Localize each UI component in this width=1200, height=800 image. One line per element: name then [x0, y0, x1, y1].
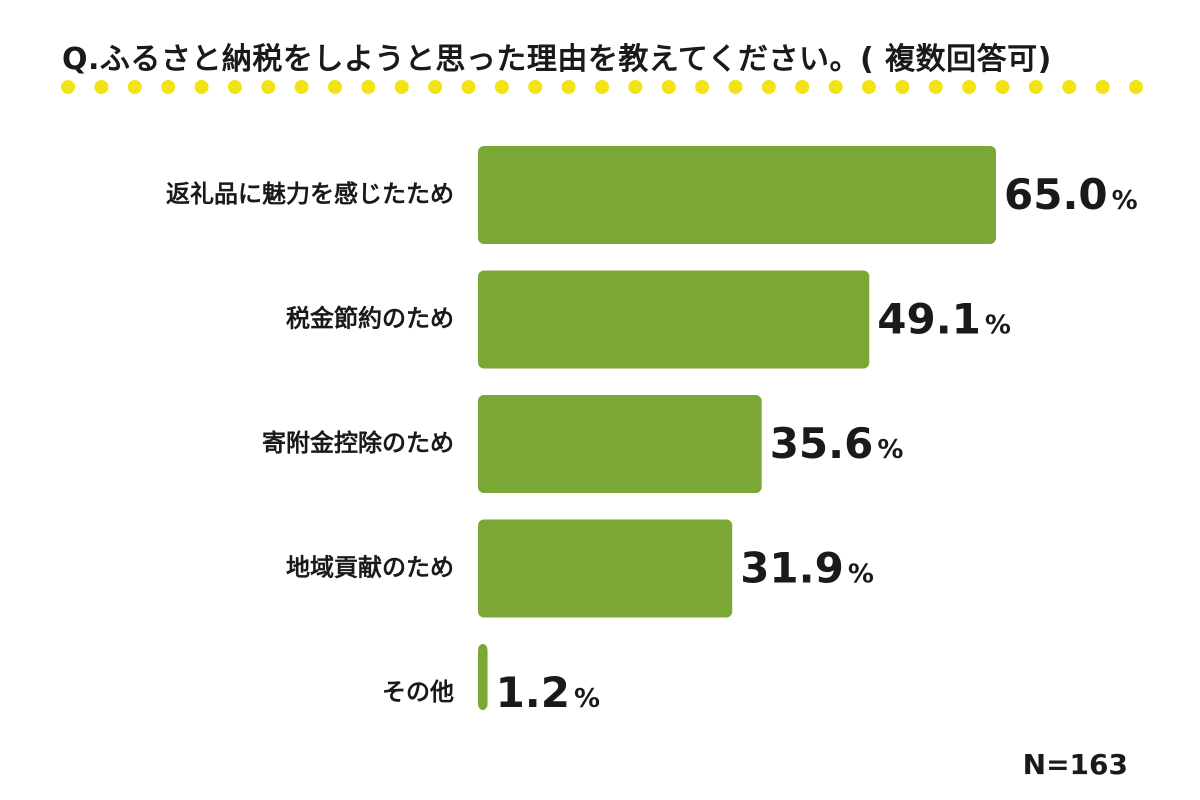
value-label: 35.6%	[770, 419, 904, 468]
bar	[478, 146, 996, 244]
divider-dot	[795, 80, 810, 94]
bar	[478, 395, 762, 493]
divider-dot	[728, 80, 743, 94]
value-label: 49.1%	[877, 295, 1011, 344]
sample-size-note: N=163	[1022, 748, 1128, 781]
divider-dot	[94, 80, 109, 94]
divider-dot	[1095, 80, 1110, 94]
divider-dot	[428, 80, 443, 94]
divider-dot	[761, 80, 776, 94]
divider-dot	[328, 80, 342, 94]
divider-dot	[61, 80, 75, 94]
divider-dot	[895, 80, 910, 94]
category-label: 寄附金控除のため	[262, 429, 454, 457]
bar	[478, 519, 733, 618]
divider-dot	[294, 80, 309, 94]
divider-dot	[928, 80, 943, 94]
divider-dot	[962, 80, 977, 94]
value-label: 1.2%	[496, 668, 600, 717]
divider-dot	[595, 80, 609, 94]
chart-title: Q.ふるさと納税をしようと思った理由を教えてください。( 複数回答可)	[62, 42, 1052, 77]
value-label: 31.9%	[740, 544, 874, 593]
divider-dot	[1129, 80, 1143, 94]
divider-dot	[1028, 80, 1043, 94]
bar	[478, 644, 488, 710]
divider-dot	[494, 80, 509, 94]
category-label: 税金節約のため	[286, 305, 454, 333]
divider-dot	[528, 80, 543, 94]
value-label: 65.0%	[1004, 170, 1138, 219]
divider-dot	[628, 80, 643, 94]
divider-dot	[1062, 80, 1077, 94]
divider-dot	[461, 80, 476, 94]
bar	[478, 270, 870, 369]
divider-dot	[127, 80, 142, 94]
dotted-divider	[61, 80, 1143, 94]
divider-dot	[995, 80, 1010, 94]
category-label: その他	[382, 678, 454, 706]
divider-dot	[862, 80, 876, 94]
category-label: 地域貢献のため	[286, 554, 454, 582]
divider-dot	[261, 80, 276, 94]
divider-dot	[661, 80, 676, 94]
divider-dot	[161, 80, 176, 94]
divider-dot	[194, 80, 209, 94]
category-label: 返礼品に魅力を感じたため	[166, 180, 454, 208]
divider-dot	[227, 80, 242, 94]
divider-dot	[561, 80, 576, 94]
divider-dot	[394, 80, 409, 94]
divider-dot	[695, 80, 710, 94]
divider-dot	[828, 80, 843, 94]
divider-dot	[361, 80, 376, 94]
